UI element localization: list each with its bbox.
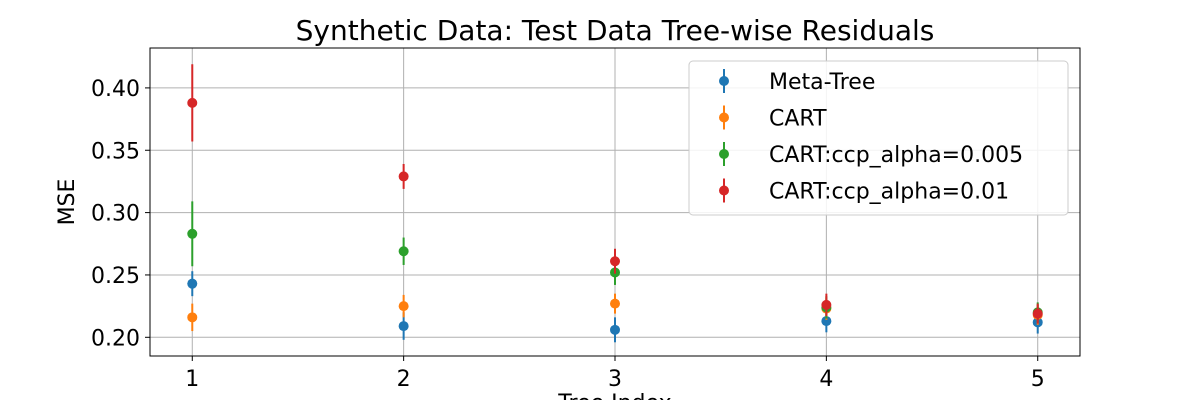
y-tick-label: 0.40	[91, 77, 140, 102]
legend-entry: CART	[719, 105, 827, 132]
y-tick-label: 0.30	[91, 202, 140, 227]
legend-marker	[719, 112, 729, 123]
plot-frame	[149, 47, 1081, 357]
legend-label: CART:ccp_alpha=0.01	[769, 180, 1009, 205]
data-point	[821, 316, 832, 327]
data-point	[610, 298, 620, 309]
data-point	[187, 228, 198, 239]
data-point	[187, 97, 198, 108]
legend-marker	[719, 149, 729, 159]
legend-label: Meta-Tree	[769, 70, 875, 95]
data-point	[1032, 308, 1043, 319]
x-axis-label: Tree Index	[557, 391, 671, 400]
legend-entry: CART:ccp_alpha=0.01	[719, 178, 1009, 205]
x-tick-label: 4	[819, 367, 833, 392]
legend-entry: Meta-Tree	[719, 69, 875, 95]
y-tick-label: 0.35	[91, 139, 140, 164]
data-point	[398, 171, 409, 182]
legend-label: CART	[769, 107, 827, 132]
data-series	[187, 64, 1043, 343]
data-point	[398, 321, 409, 332]
y-tick-label: 0.25	[91, 264, 140, 289]
x-tick-label: 1	[185, 367, 199, 392]
axis-ticks: 1 2 3 4 5 0.20 0.25 0.30 0.35 0.40	[91, 77, 1045, 392]
y-tick-label: 0.20	[91, 326, 140, 351]
x-tick-label: 2	[397, 367, 411, 392]
legend: Meta-Tree CART CART:ccp_alpha=0.005 CART:cc…	[688, 60, 1069, 216]
data-point	[610, 324, 620, 335]
data-point	[398, 246, 409, 257]
legend-marker	[719, 185, 729, 196]
series-1	[187, 271, 1043, 343]
data-point	[398, 301, 409, 312]
data-point	[821, 299, 832, 310]
legend-marker	[719, 76, 729, 86]
data-point	[187, 278, 198, 289]
series-4	[187, 64, 1043, 324]
data-point	[187, 312, 198, 323]
x-tick-label: 3	[608, 367, 622, 392]
y-axis-label: MSE	[55, 179, 80, 226]
data-point	[610, 256, 620, 267]
legend-entry: CART:ccp_alpha=0.005	[719, 142, 1023, 168]
legend-label: CART:ccp_alpha=0.005	[769, 143, 1023, 168]
x-tick-label: 5	[1031, 367, 1045, 392]
legend-box	[688, 60, 1069, 216]
chart-title: Synthetic Data: Test Data Tree-wise Resi…	[296, 14, 935, 47]
